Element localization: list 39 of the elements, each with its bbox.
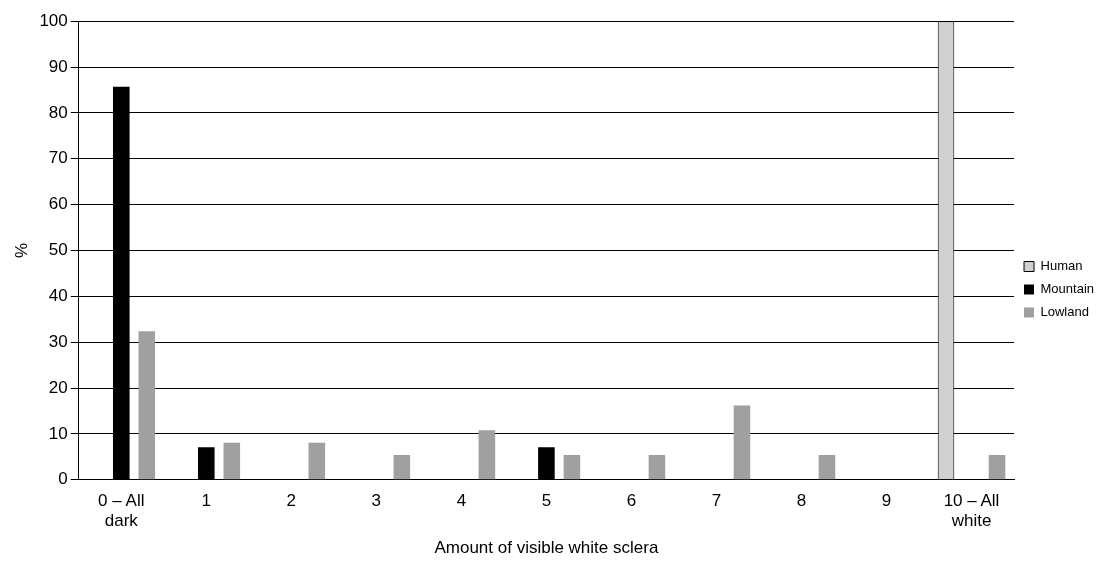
- bar: [648, 455, 666, 480]
- y-tick-label: 40: [48, 286, 68, 306]
- y-tick-label: 30: [48, 331, 68, 351]
- x-tick-label: 8: [796, 490, 807, 510]
- y-tick-label: 80: [48, 102, 68, 122]
- x-tick-label: 4: [456, 490, 467, 510]
- bar: [988, 455, 1006, 480]
- y-tick-label: 10: [48, 423, 68, 443]
- bar: [818, 455, 836, 480]
- bar: [198, 447, 215, 480]
- x-tick-label: 6: [626, 490, 637, 510]
- y-tick-label: 20: [48, 377, 68, 397]
- x-tick-label: 1: [201, 490, 212, 510]
- x-tick-label: 7: [711, 490, 722, 510]
- bar: [308, 442, 326, 480]
- x-tick-label: 3: [371, 490, 382, 510]
- y-tick-label: 50: [48, 240, 68, 260]
- bar: [733, 405, 751, 480]
- y-tick-label: 70: [48, 148, 68, 168]
- legend-label: Mountain: [1040, 281, 1095, 297]
- legend-label: Lowland: [1040, 304, 1089, 320]
- legend-label: Human: [1040, 258, 1083, 274]
- x-tick-label: 5: [541, 490, 552, 510]
- y-axis-title: %: [11, 242, 31, 259]
- bar: [138, 331, 156, 480]
- bar: [223, 442, 241, 480]
- y-tick-label: 0: [58, 469, 68, 489]
- bar: [563, 455, 581, 480]
- x-tick-label: 2: [286, 490, 297, 510]
- x-axis-title: Amount of visible white sclera: [434, 538, 659, 558]
- y-tick-label: 100: [39, 10, 68, 30]
- x-tick-label: 0 – All dark: [98, 490, 145, 531]
- bar: [393, 455, 411, 480]
- bar: [478, 430, 496, 480]
- bar: [538, 447, 555, 480]
- x-tick-label: 9: [881, 490, 892, 510]
- x-tick-label: 10 – All white: [943, 490, 1000, 531]
- y-tick-label: 60: [48, 194, 68, 214]
- y-tick-label: 90: [48, 56, 68, 76]
